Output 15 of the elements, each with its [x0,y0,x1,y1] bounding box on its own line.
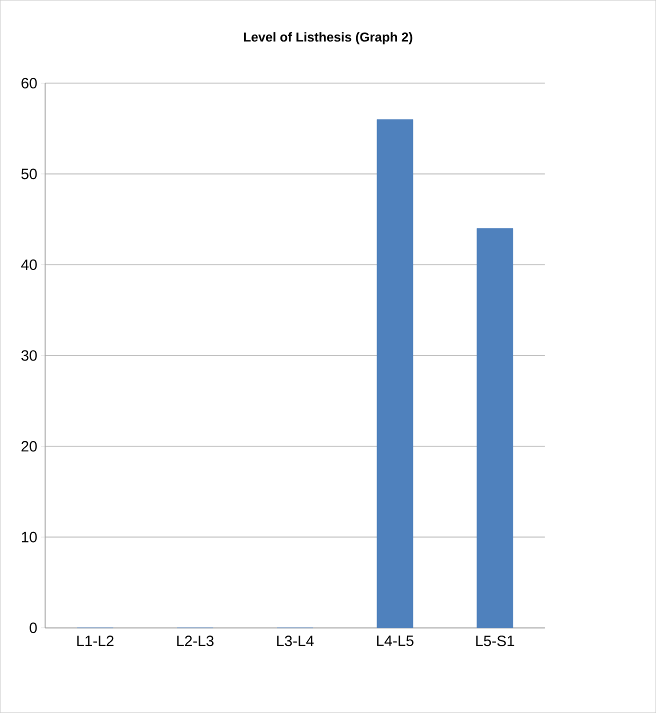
x-tick-label: L5-S1 [476,636,514,646]
y-tick-label: 60 [22,78,37,88]
y-tick-label: 10 [22,532,37,542]
y-tick-label: 50 [21,168,37,180]
y-tick-label: 0 [30,622,37,634]
y-tick-label: 20 [22,440,37,452]
y-tick-label: 40 [21,259,37,270]
x-tick-label: L2-L3 [177,636,214,646]
x-tick-label: L1-L2 [77,636,114,646]
x-tick-label: L4-L5 [377,636,414,646]
bar [476,228,514,628]
chart-title: Level of Listhesis (Graph 2) [244,32,412,44]
bar [376,119,414,628]
y-tick-label: 30 [21,350,37,361]
x-tick-label: L3-L4 [277,636,314,646]
